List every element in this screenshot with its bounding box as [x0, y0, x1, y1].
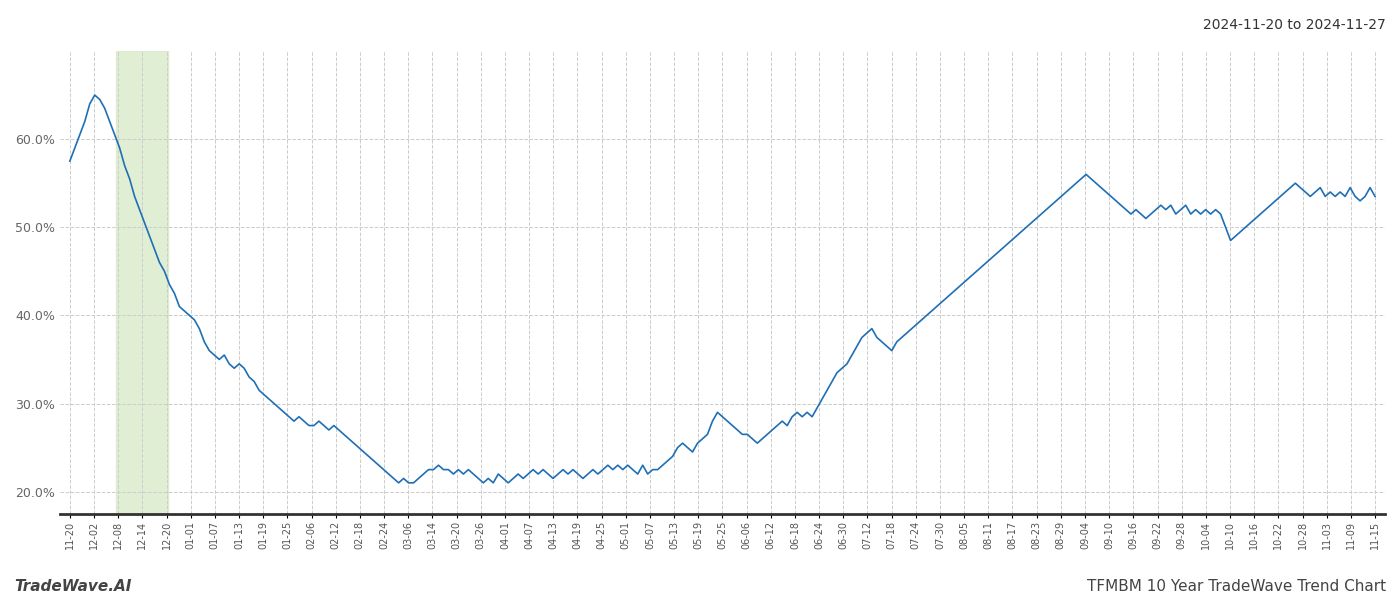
- Text: TradeWave.AI: TradeWave.AI: [14, 579, 132, 594]
- Bar: [116, 51, 168, 514]
- Text: 2024-11-20 to 2024-11-27: 2024-11-20 to 2024-11-27: [1203, 18, 1386, 32]
- Text: TFMBM 10 Year TradeWave Trend Chart: TFMBM 10 Year TradeWave Trend Chart: [1086, 579, 1386, 594]
